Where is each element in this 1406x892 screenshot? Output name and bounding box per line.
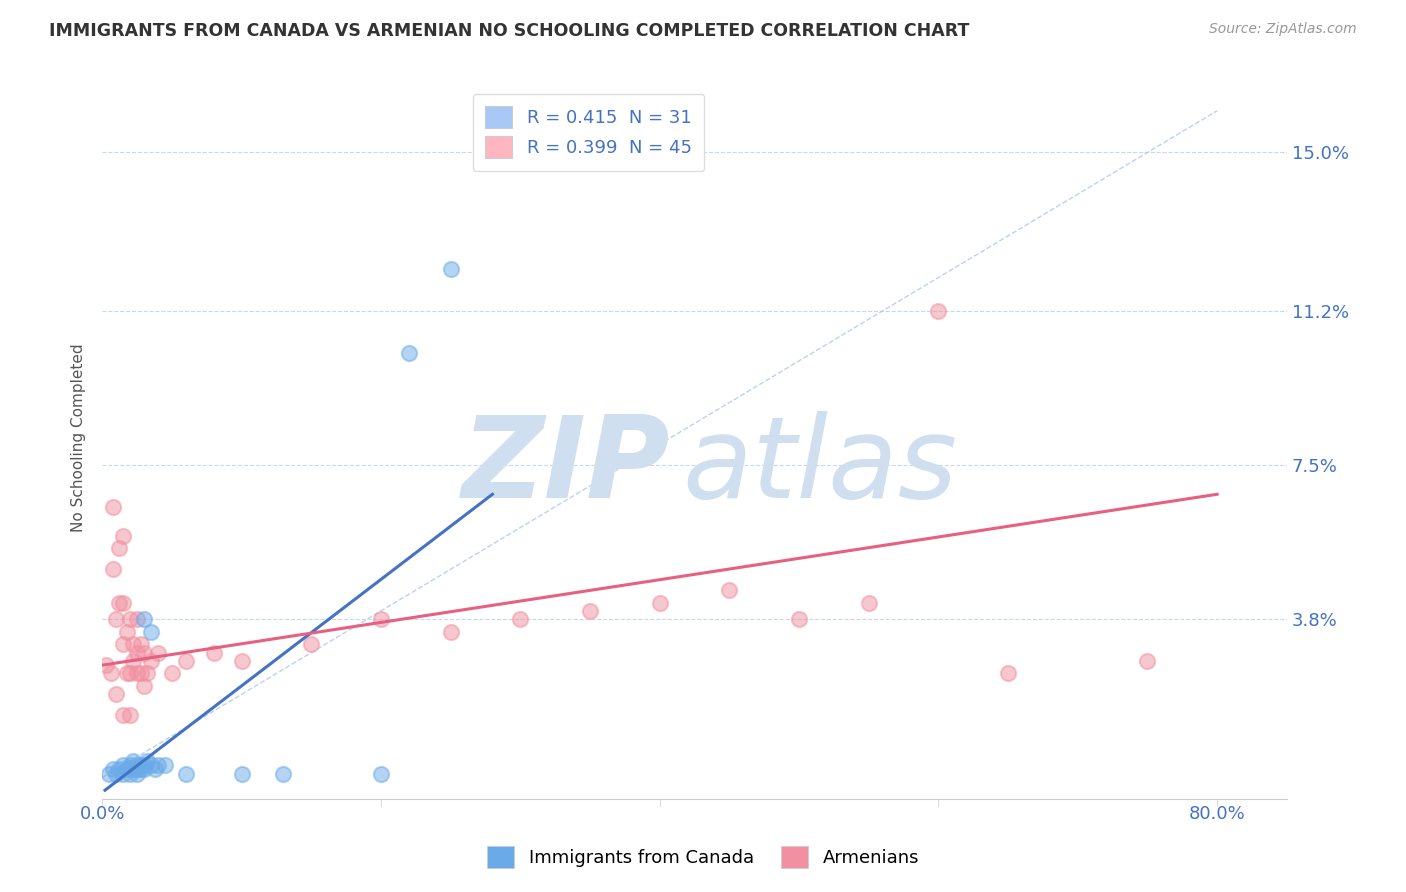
Point	[96, 658, 118, 673]
Point	[125, 666, 148, 681]
Point	[120, 666, 142, 681]
Point	[122, 763, 145, 777]
Point	[112, 596, 135, 610]
Point	[105, 612, 128, 626]
Point	[231, 654, 253, 668]
Point	[997, 666, 1019, 681]
Point	[112, 529, 135, 543]
Point	[98, 766, 121, 780]
Point	[108, 596, 131, 610]
Point	[1136, 654, 1159, 668]
Point	[108, 763, 131, 777]
Text: Source: ZipAtlas.com: Source: ZipAtlas.com	[1209, 22, 1357, 37]
Point	[132, 612, 155, 626]
Point	[103, 562, 125, 576]
Point	[299, 637, 322, 651]
Point	[398, 345, 420, 359]
Text: atlas: atlas	[683, 411, 957, 523]
Point	[117, 624, 139, 639]
Point	[146, 758, 169, 772]
Point	[231, 766, 253, 780]
Point	[132, 679, 155, 693]
Point	[718, 583, 741, 598]
Point	[129, 637, 152, 651]
Point	[129, 763, 152, 777]
Point	[174, 766, 197, 780]
Point	[440, 624, 463, 639]
Point	[132, 758, 155, 772]
Point	[787, 612, 810, 626]
Point	[135, 754, 157, 768]
Point	[112, 637, 135, 651]
Point	[273, 766, 295, 780]
Point	[120, 612, 142, 626]
Point	[160, 666, 183, 681]
Point	[139, 654, 162, 668]
Point	[648, 596, 671, 610]
Point	[370, 766, 392, 780]
Point	[120, 708, 142, 723]
Legend: Immigrants from Canada, Armenians: Immigrants from Canada, Armenians	[477, 835, 929, 879]
Point	[129, 666, 152, 681]
Legend: R = 0.415  N = 31, R = 0.399  N = 45: R = 0.415 N = 31, R = 0.399 N = 45	[472, 94, 704, 171]
Point	[153, 758, 176, 772]
Point	[125, 758, 148, 772]
Point	[122, 754, 145, 768]
Point	[112, 758, 135, 772]
Point	[143, 763, 166, 777]
Text: IMMIGRANTS FROM CANADA VS ARMENIAN NO SCHOOLING COMPLETED CORRELATION CHART: IMMIGRANTS FROM CANADA VS ARMENIAN NO SC…	[49, 22, 970, 40]
Point	[927, 303, 949, 318]
Point	[858, 596, 880, 610]
Point	[139, 758, 162, 772]
Point	[120, 766, 142, 780]
Point	[135, 666, 157, 681]
Text: ZIP: ZIP	[463, 411, 671, 523]
Point	[125, 766, 148, 780]
Point	[100, 666, 122, 681]
Point	[117, 666, 139, 681]
Point	[112, 708, 135, 723]
Point	[122, 637, 145, 651]
Point	[125, 646, 148, 660]
Point	[579, 604, 602, 618]
Point	[125, 763, 148, 777]
Point	[125, 612, 148, 626]
Point	[132, 763, 155, 777]
Point	[122, 654, 145, 668]
Point	[202, 646, 225, 660]
Point	[112, 766, 135, 780]
Point	[108, 541, 131, 556]
Point	[146, 646, 169, 660]
Point	[103, 500, 125, 514]
Point	[129, 758, 152, 772]
Point	[117, 763, 139, 777]
Point	[174, 654, 197, 668]
Point	[132, 646, 155, 660]
Point	[139, 624, 162, 639]
Point	[105, 687, 128, 701]
Y-axis label: No Schooling Completed: No Schooling Completed	[72, 343, 86, 533]
Point	[103, 763, 125, 777]
Point	[440, 262, 463, 277]
Point	[120, 758, 142, 772]
Point	[509, 612, 531, 626]
Point	[105, 766, 128, 780]
Point	[370, 612, 392, 626]
